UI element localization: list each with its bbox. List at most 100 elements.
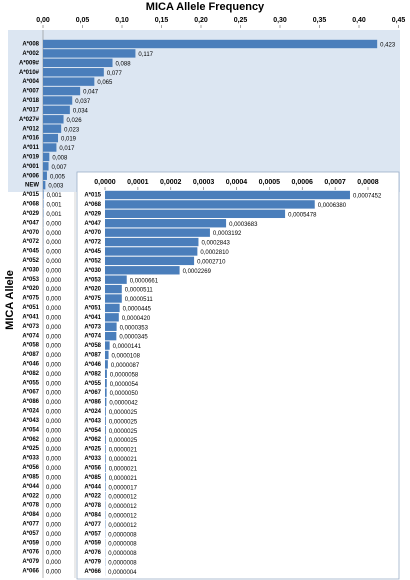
category-label: A*015 xyxy=(84,193,101,199)
category-label: A*058 xyxy=(84,343,101,349)
value-label: 0,000 xyxy=(46,513,62,519)
value-label: 0,000 xyxy=(46,541,62,547)
bar xyxy=(105,237,199,247)
bar xyxy=(43,39,378,49)
bar xyxy=(105,407,106,416)
value-label: 0,000 xyxy=(46,475,62,481)
category-label: A*043 xyxy=(84,418,101,424)
value-label: 0,0000021 xyxy=(109,448,138,454)
category-label: A*045 xyxy=(84,249,101,255)
value-label: 0,000 xyxy=(46,560,62,566)
value-label: 0,000 xyxy=(46,315,62,321)
value-label: 0,0000058 xyxy=(110,372,139,378)
y-axis-title: MICA Allele xyxy=(4,270,16,330)
x-tick-label: 0,0004 xyxy=(226,179,248,186)
value-label: 0,0000511 xyxy=(125,288,154,294)
category-label: A*056 xyxy=(84,465,101,471)
bar xyxy=(105,360,108,369)
value-label: 0,000 xyxy=(46,297,62,303)
value-label: 0,0000345 xyxy=(119,335,148,341)
category-label: A*068 xyxy=(22,202,39,208)
value-label: 0,017 xyxy=(59,146,75,152)
value-label: 0,0000445 xyxy=(123,306,152,312)
value-label: 0,000 xyxy=(46,570,62,576)
category-label: A*047 xyxy=(84,221,101,227)
value-label: 0,0000008 xyxy=(108,542,137,548)
value-label: 0,000 xyxy=(46,287,62,293)
value-label: 0,0000008 xyxy=(108,561,137,567)
category-label: A*082 xyxy=(22,371,39,377)
value-label: 0,000 xyxy=(46,400,62,406)
category-label: A*078 xyxy=(84,503,101,509)
category-label: A*045 xyxy=(22,249,39,255)
category-label: A*041 xyxy=(22,314,39,320)
category-label: A*043 xyxy=(22,418,39,424)
value-label: 0,0000042 xyxy=(109,401,138,407)
value-label: 0,0007452 xyxy=(353,194,382,200)
value-label: 0,0000511 xyxy=(125,297,154,303)
category-label: A*059 xyxy=(22,540,39,546)
category-label: A*068 xyxy=(84,202,101,208)
category-label: A*072 xyxy=(84,240,101,246)
bar xyxy=(43,199,44,209)
category-label: A*085 xyxy=(84,475,101,481)
value-label: 0,0000050 xyxy=(110,391,139,397)
value-label: 0,000 xyxy=(46,447,62,453)
value-label: 0,0000021 xyxy=(109,457,138,463)
category-label: A*056 xyxy=(22,465,39,471)
bar xyxy=(105,331,117,341)
value-label: 0,026 xyxy=(67,118,83,124)
value-label: 0,000 xyxy=(46,353,62,359)
bar xyxy=(105,219,227,228)
bar xyxy=(43,86,81,96)
bar xyxy=(43,190,44,199)
x-tick-label: 0,25 xyxy=(234,17,248,24)
value-label: 0,000 xyxy=(46,325,62,331)
value-label: 0,008 xyxy=(52,155,68,161)
category-label: A*022 xyxy=(22,493,39,499)
category-label: A*072 xyxy=(22,239,39,245)
category-label: A*076 xyxy=(22,550,39,556)
value-label: 0,000 xyxy=(46,372,62,378)
category-label: A*070 xyxy=(22,230,39,236)
value-label: 0,0000025 xyxy=(109,419,138,425)
category-label: A*002 xyxy=(22,51,39,57)
category-label: A*086 xyxy=(84,400,101,406)
bar xyxy=(43,124,62,133)
value-label: 0,000 xyxy=(46,494,62,500)
category-label: A*075 xyxy=(84,296,101,302)
x-tick-label: 0,05 xyxy=(76,17,90,24)
bar xyxy=(43,68,104,77)
value-label: 0,0002710 xyxy=(197,259,226,265)
value-label: 0,047 xyxy=(83,90,99,96)
category-label: A*053 xyxy=(84,277,101,283)
bar xyxy=(105,444,106,454)
category-label: A*018 xyxy=(22,98,39,104)
value-label: 0,000 xyxy=(46,268,62,274)
bar xyxy=(105,379,107,388)
bar xyxy=(105,200,315,209)
value-label: 0,0000012 xyxy=(108,504,137,510)
value-label: 0,0000025 xyxy=(109,429,138,435)
value-label: 0,000 xyxy=(46,344,62,350)
bar xyxy=(43,143,57,152)
value-label: 0,001 xyxy=(47,203,63,209)
category-label: A*077 xyxy=(84,522,101,528)
value-label: 0,423 xyxy=(380,43,396,49)
bar xyxy=(43,115,64,124)
category-label: A*020 xyxy=(84,287,101,293)
value-label: 0,019 xyxy=(61,137,77,143)
value-label: 0,088 xyxy=(116,61,132,67)
category-label: A*051 xyxy=(22,305,39,311)
category-label: A*001 xyxy=(22,164,39,170)
category-label: A*058 xyxy=(22,343,39,349)
category-label: A*029 xyxy=(84,211,101,217)
value-label: 0,000 xyxy=(46,306,62,312)
category-label: A*004 xyxy=(22,79,39,85)
category-label: A*075 xyxy=(22,296,39,302)
category-label: A*006 xyxy=(22,173,39,179)
category-label: A*030 xyxy=(22,267,39,273)
x-tick-label: 0,0003 xyxy=(193,179,215,186)
category-label: A*084 xyxy=(84,513,101,519)
